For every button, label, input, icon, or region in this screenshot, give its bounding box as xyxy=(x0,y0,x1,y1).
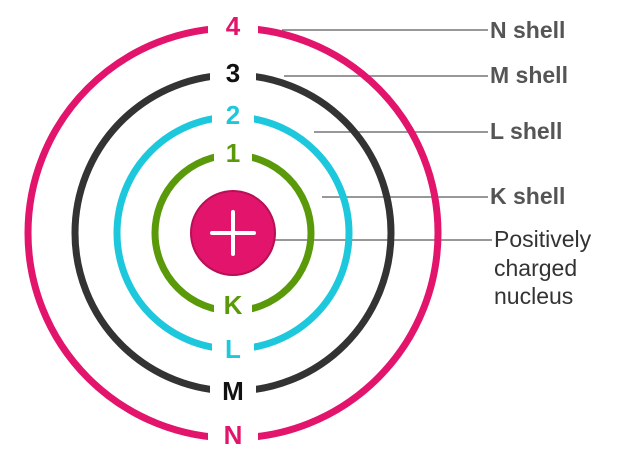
shell-label: K shell xyxy=(490,183,565,209)
shell-number: 4 xyxy=(226,11,241,41)
shell-letter: M xyxy=(222,376,244,406)
nucleus-label: charged xyxy=(494,255,577,281)
shell-letter: K xyxy=(224,290,243,320)
shell-label: L shell xyxy=(490,118,562,144)
nucleus-label: nucleus xyxy=(494,283,573,309)
shell-letter: L xyxy=(225,334,241,364)
shell-label: N shell xyxy=(490,17,565,43)
nucleus-label: Positively xyxy=(494,226,592,252)
shell-label: M shell xyxy=(490,62,568,88)
shell-number: 2 xyxy=(226,100,240,130)
shell-letter: N xyxy=(224,420,243,450)
atom-diagram: 4 N 3 M 2 L 1 K N shell M shell L shell … xyxy=(0,0,619,451)
shell-number: 3 xyxy=(226,58,240,88)
shell-number: 1 xyxy=(226,138,240,168)
